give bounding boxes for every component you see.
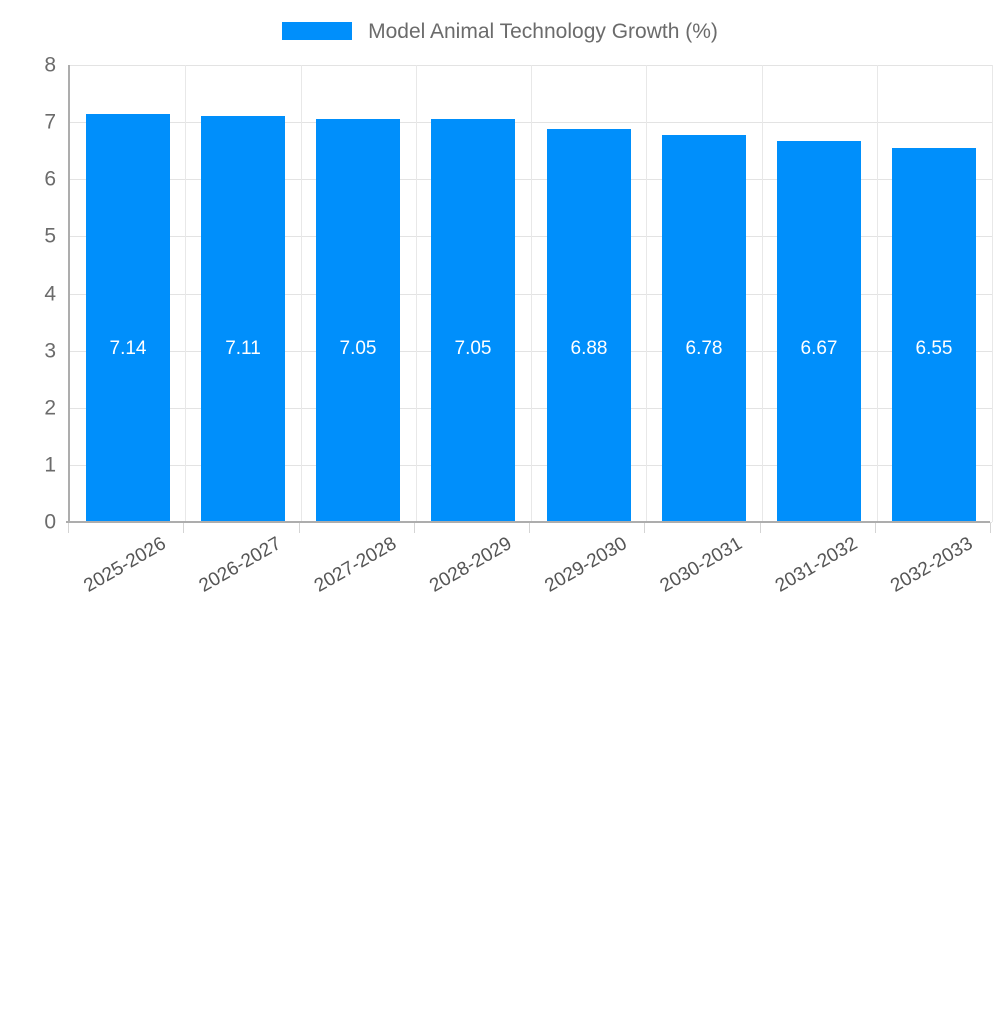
gridline-vertical: [531, 65, 532, 522]
bar-value-label: 7.05: [454, 338, 492, 360]
gridline-vertical: [992, 65, 993, 522]
x-axis-tick: [299, 523, 300, 533]
bar[interactable]: 7.14: [86, 114, 170, 522]
x-axis-tick: [68, 523, 69, 533]
bar[interactable]: 7.11: [201, 115, 285, 522]
x-axis-category-label: 2028-2029: [426, 533, 516, 597]
y-axis-tick-label: 5: [44, 224, 56, 248]
bar-value-label: 6.88: [570, 338, 608, 360]
bar-value-label: 6.67: [800, 338, 838, 360]
gridline-vertical: [762, 65, 763, 522]
bar-value-label: 7.14: [109, 338, 147, 360]
y-axis: 0 1 2 3 4 5 6 7 8: [0, 55, 56, 533]
plot-area: 7.14 7.11 7.05 7.05 6.88 6.78 6.67 6.55: [68, 65, 993, 523]
x-axis-category-label: 2029-2030: [541, 533, 631, 597]
gridline-vertical: [877, 65, 878, 522]
y-axis-tick-label: 2: [44, 396, 56, 420]
x-axis-tick: [414, 523, 415, 533]
x-axis-category-label: 2031-2032: [771, 533, 862, 597]
bar-value-label: 6.55: [915, 338, 953, 360]
gridline-vertical: [646, 65, 647, 522]
bar[interactable]: 7.05: [431, 119, 515, 522]
x-axis-tick: [529, 523, 530, 533]
y-axis-tick-label: 8: [44, 53, 56, 77]
bar[interactable]: 6.55: [892, 147, 976, 522]
y-axis-tick-label: 7: [44, 110, 56, 134]
y-axis-tick-label: 4: [44, 282, 56, 305]
x-axis-line: [66, 521, 990, 523]
x-axis-tick: [875, 523, 876, 533]
bar-value-label: 7.05: [339, 338, 377, 360]
gridline-vertical: [301, 65, 302, 522]
x-axis-category-label: 2026-2027: [195, 533, 285, 597]
bar[interactable]: 7.05: [316, 119, 400, 522]
bar[interactable]: 6.67: [777, 140, 861, 522]
x-axis-category-label: 2032-2033: [887, 533, 977, 597]
gridline-vertical: [416, 65, 417, 522]
x-axis-tick: [760, 523, 761, 533]
chart-legend[interactable]: Model Animal Technology Growth (%): [0, 14, 1000, 48]
x-axis-tick: [644, 523, 645, 533]
x-axis-tick: [990, 523, 991, 533]
y-axis-tick-label: 3: [44, 339, 56, 363]
bar-value-label: 7.11: [225, 338, 261, 360]
x-axis-tick: [183, 523, 184, 533]
gridline-vertical: [185, 65, 186, 522]
y-axis-tick-label: 6: [44, 167, 56, 191]
legend-series-label[interactable]: Model Animal Technology Growth (%): [368, 19, 718, 43]
bar[interactable]: 6.88: [547, 128, 631, 522]
bar-chart: Model Animal Technology Growth (%) 0 1 2 3 4…: [0, 14, 1000, 597]
bar[interactable]: 6.78: [662, 134, 746, 522]
y-axis-tick-label: 0: [44, 510, 56, 534]
bar-value-label: 6.78: [685, 338, 723, 360]
y-axis-tick-label: 1: [44, 453, 56, 477]
legend-swatch-icon[interactable]: [282, 22, 353, 40]
